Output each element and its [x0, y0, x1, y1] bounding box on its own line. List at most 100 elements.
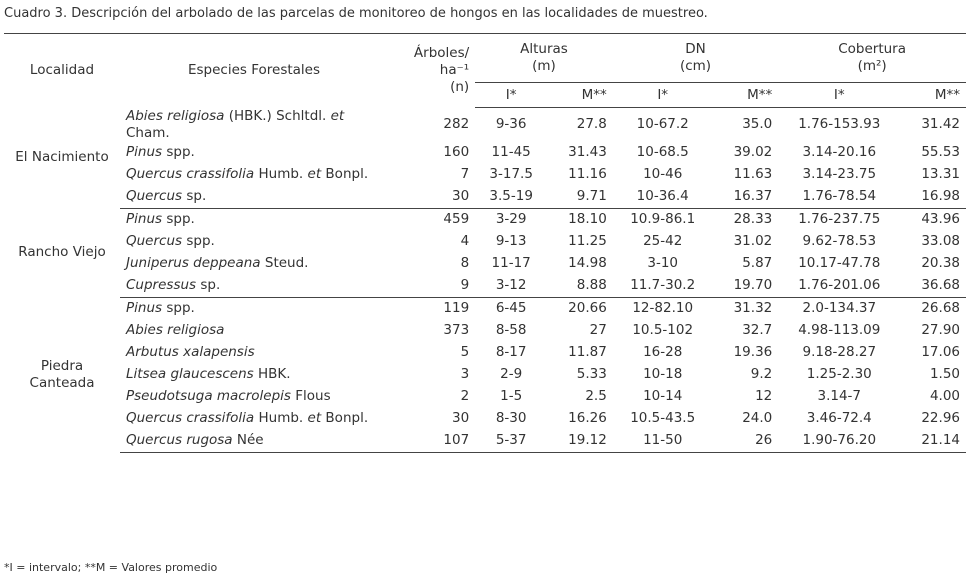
species: Quercus crassifolia Humb. et Bonpl. [120, 164, 388, 186]
cell: 8-17 [495, 344, 527, 360]
species-part: Quercus rugosa [126, 432, 233, 448]
cell: 10-68.5 [636, 144, 689, 160]
species-part: sp. [186, 188, 207, 204]
cell: 9 [388, 274, 476, 298]
cell: 1.76-237.75 [798, 211, 881, 227]
species-part: Flous [295, 388, 331, 404]
cell: 1.76-78.54 [778, 185, 901, 209]
species-part: Quercus crassifolia [126, 410, 255, 426]
cell: 1.25-2.30 [806, 366, 872, 382]
col-header: Árboles/ ha⁻¹ (n) [388, 33, 476, 108]
cell: 282 [443, 116, 470, 132]
group-unit: (m²) [857, 58, 887, 74]
cell: 9-13 [495, 233, 527, 249]
sub-header: I* [475, 82, 548, 108]
caption: Cuadro 3. Descripción del arbolado de la… [4, 6, 708, 21]
table-row: El Nacimiento Abies religiosa (HBK.) Schl… [4, 108, 966, 166]
species: Pinus spp. [120, 208, 388, 231]
cell: 4.00 [929, 388, 960, 404]
table-row: Pseudotsuga macrolepis Flous 2 1-5 2.5 10-14… [4, 386, 966, 408]
cell: 160 [443, 144, 470, 160]
cell: 119 [443, 300, 470, 316]
cell: 8.88 [547, 274, 613, 298]
table-row: Cupressus sp. 9 3-12 8.88 11.7-30.2 19.70 1.76… [4, 274, 966, 298]
table-row: Rancho Viejo Pinus spp. 459 3-29 18.10 10.9-8… [4, 208, 966, 260]
col-header: Localidad [4, 33, 120, 108]
cell: 5.33 [576, 366, 607, 382]
table-row: Abies religiosa 373 8-58 27 10.5-102 32.7 4.98… [4, 320, 966, 342]
table-row: Quercus spp. 4 9-13 11.25 25-42 31.02 9.62-78.… [4, 231, 966, 253]
cell: 9.71 [547, 185, 613, 209]
cell: 22.96 [921, 410, 960, 426]
species-part: Bonpl. [325, 166, 369, 182]
species-part: Pinus [126, 300, 163, 316]
cell: 55.53 [921, 144, 960, 160]
cell: 27 [589, 322, 607, 338]
cell: 2.0-134.37 [802, 300, 877, 316]
cell: 10.5-43.5 [630, 410, 696, 426]
cell: 9.62-78.53 [802, 233, 877, 249]
cell: 31.32 [733, 300, 773, 316]
species-part: Humb. [258, 410, 304, 426]
species-part: Quercus [126, 233, 183, 249]
cell: 3-10 [647, 255, 679, 271]
cell: 17.06 [921, 344, 960, 360]
species-part: Pinus [126, 211, 163, 227]
group-name: Cobertura [838, 41, 907, 57]
species: Juniperus deppeana Steud. [120, 253, 388, 275]
species-part: spp. [166, 144, 195, 160]
species: Abies religiosa [120, 320, 388, 342]
species: Abies religiosa (HBK.) Schltdl. et Cham. [120, 108, 388, 142]
group-header: Cobertura (m²) [778, 33, 966, 83]
cell: 8-58 [495, 322, 527, 338]
sub-header: I* [612, 82, 713, 108]
species: Quercus crassifolia Humb. et Bonpl. [120, 408, 388, 430]
table-row: Juniperus deppeana Steud. 8 11-17 14.98 3-10… [4, 253, 966, 275]
cell: 10-14 [643, 388, 683, 404]
cell: 11.63 [733, 166, 773, 182]
species: Pinus spp. [120, 142, 388, 164]
species-part: (HBK.) Schltdl. [228, 107, 327, 124]
data-table: Localidad Especies Forestales Árboles/ h… [4, 33, 966, 453]
table-row: Arbutus xalapensis 5 8-17 11.87 16-28 19.36 9.… [4, 342, 966, 364]
group-unit: (m) [532, 58, 556, 74]
cell: 1.50 [929, 366, 960, 382]
cell: 30 [451, 410, 470, 426]
cell: 27.90 [921, 322, 960, 338]
cell: 5-37 [475, 429, 548, 453]
species-part: sp. [200, 277, 221, 293]
cell: 5 [460, 344, 470, 360]
cell: 5.87 [742, 255, 773, 271]
species-part: HBK. [258, 366, 291, 382]
cell: 12-82.10 [632, 300, 694, 316]
col-header-line: ha⁻¹ [439, 62, 470, 79]
species: Cupressus sp. [120, 274, 388, 298]
cell: 27.8 [576, 116, 607, 133]
species-part: Pseudotsuga macrolepis [126, 388, 291, 404]
cell: 10-67.2 [636, 116, 689, 133]
cell: 11.25 [568, 233, 607, 249]
footnote: *I = intervalo; **M = Valores promedio [4, 561, 218, 574]
cell: 26 [712, 429, 779, 453]
cell: 9-36 [495, 116, 527, 133]
cell: 35.0 [742, 116, 773, 133]
cell: 2 [460, 388, 470, 404]
cell: 16-28 [643, 344, 683, 360]
cell: 16.37 [712, 185, 779, 209]
species-part: Arbutus xalapensis [126, 344, 255, 360]
cell: 16.98 [900, 185, 966, 209]
table-row: Litsea glaucescens HBK. 3 2-9 5.33 10-18 9.2 1… [4, 364, 966, 386]
cell: 1.76-201.06 [778, 274, 901, 298]
table-row: Quercus crassifolia Humb. et Bonpl. 30 8-3… [4, 408, 966, 430]
table-row: Piedra Canteada Pinus spp. 119 6-45 20.66 12-… [4, 297, 966, 391]
species: Quercus rugosa Née [120, 429, 388, 453]
cell: 1.76-153.93 [798, 116, 881, 133]
cell: 1-5 [500, 388, 523, 404]
species-part: Quercus crassifolia [126, 166, 255, 182]
species-part: spp. [186, 233, 215, 249]
cell: 10-36.4 [612, 185, 713, 209]
cell: 19.70 [712, 274, 779, 298]
cell: 11.87 [568, 344, 607, 360]
species-part: Abies religiosa [126, 107, 225, 124]
